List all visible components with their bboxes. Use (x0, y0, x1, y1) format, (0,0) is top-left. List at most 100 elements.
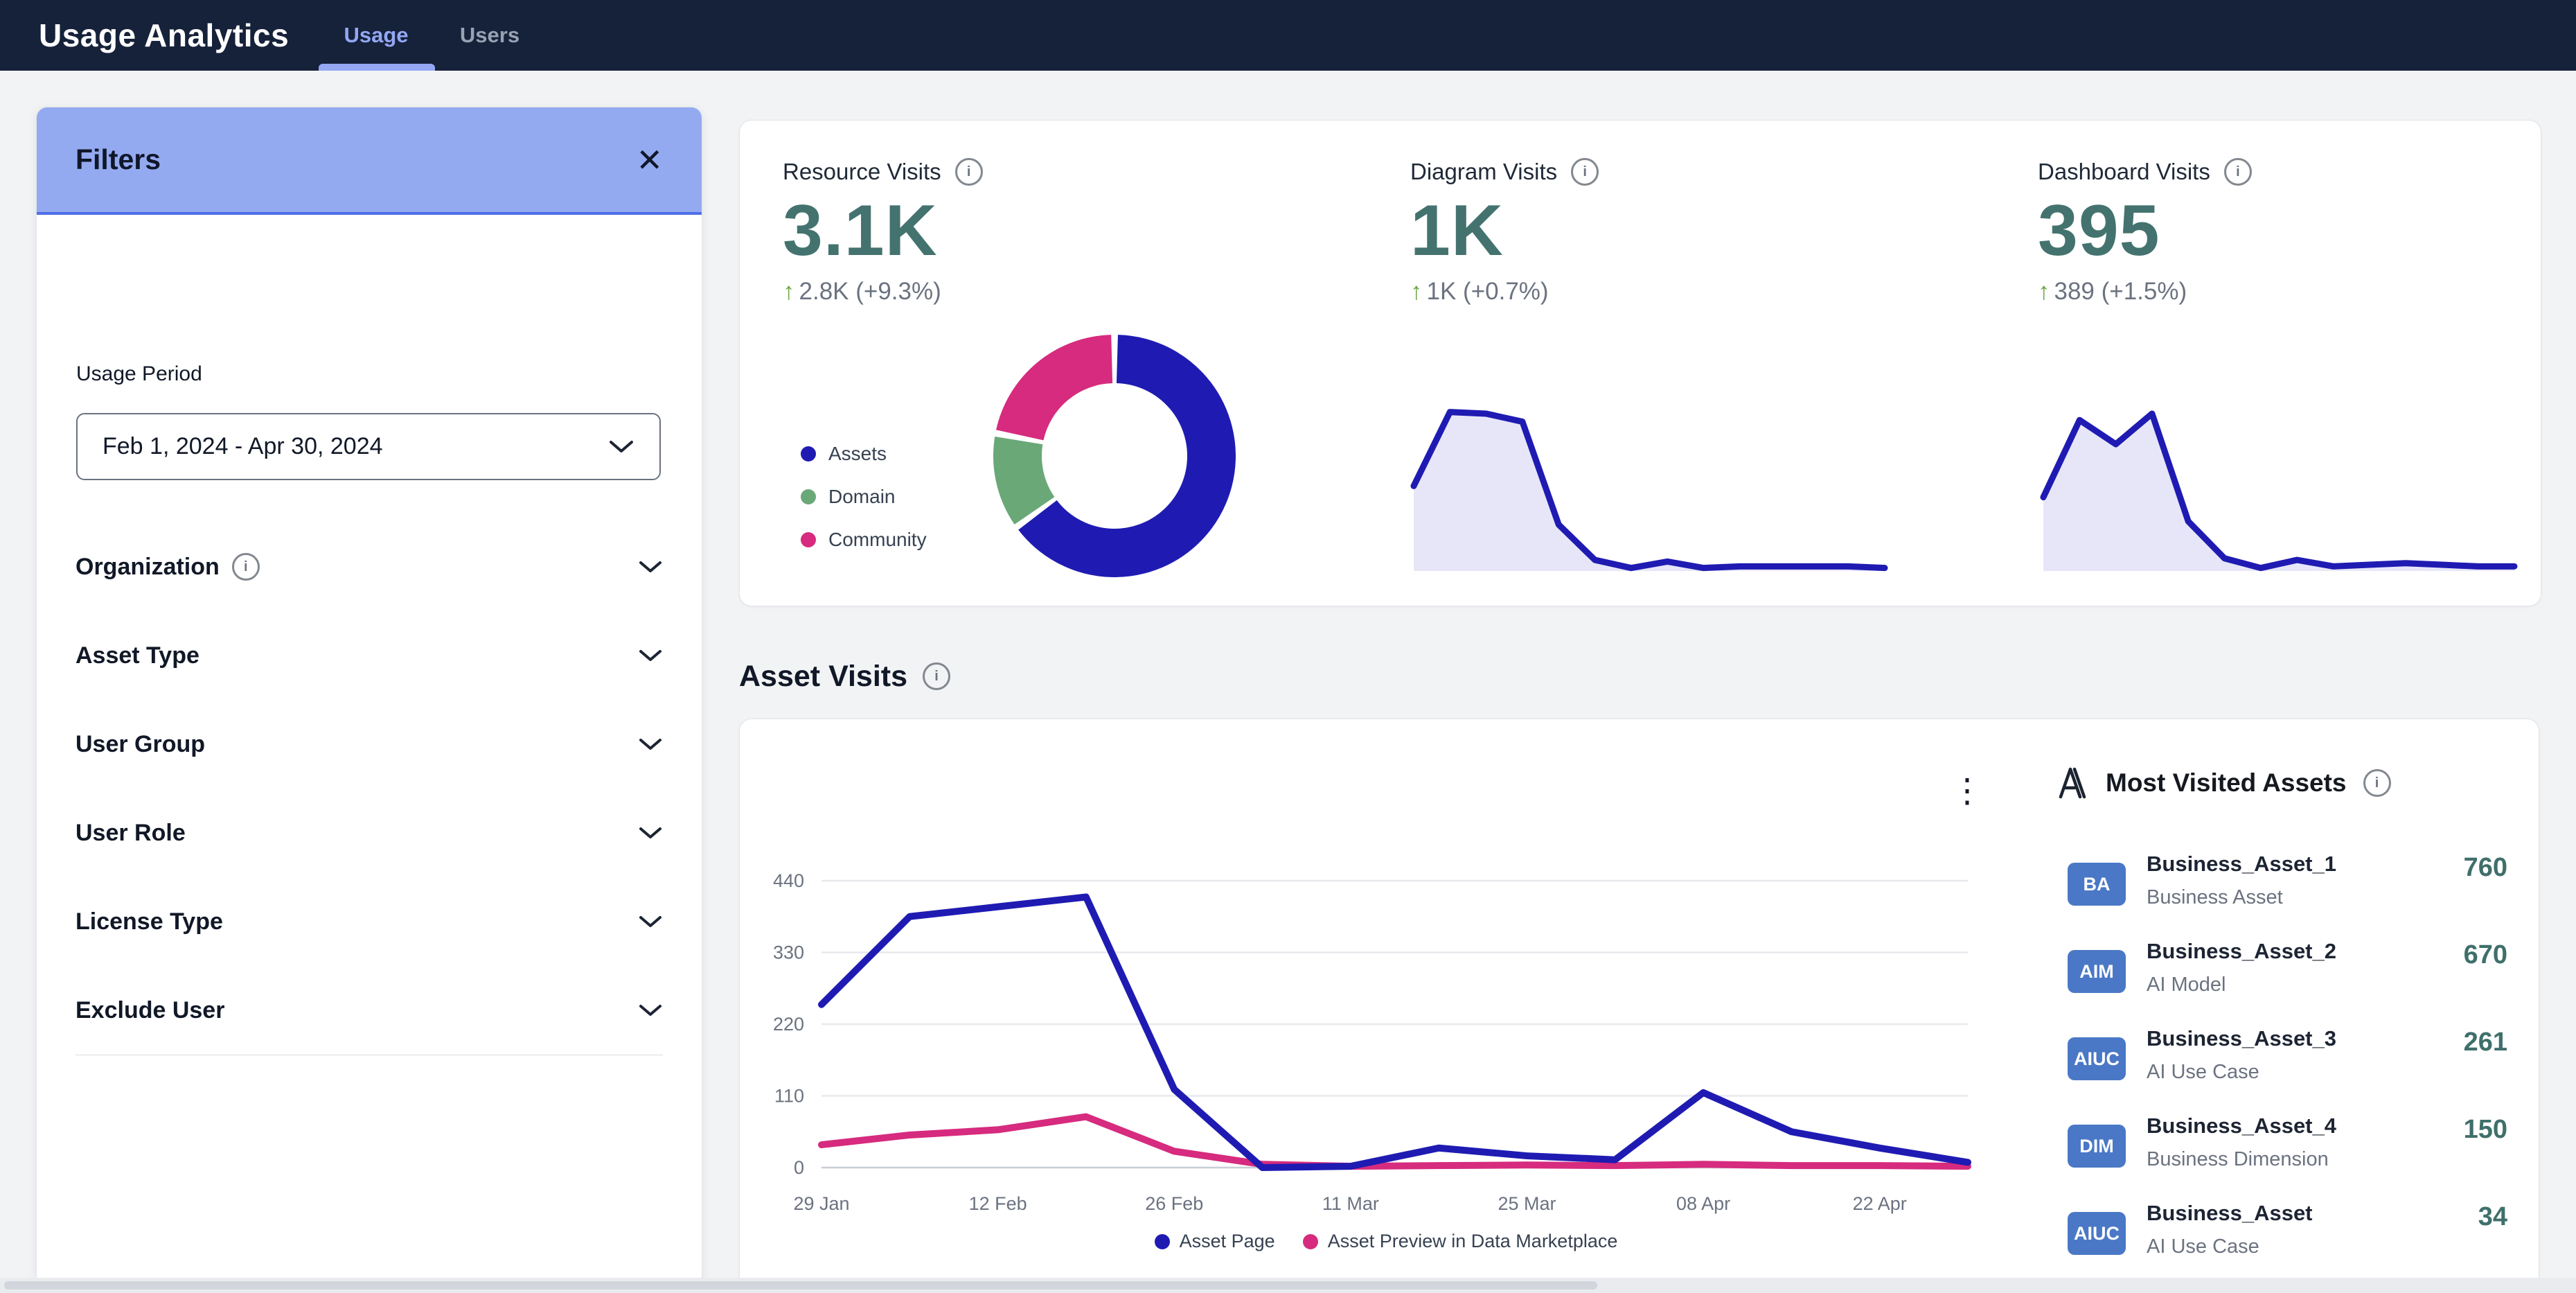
close-icon[interactable]: ✕ (636, 141, 663, 178)
section-title: Asset Visits (739, 659, 908, 693)
svg-text:110: 110 (774, 1086, 804, 1107)
legend-item-assets: Assets (801, 432, 927, 475)
chevron-down-icon (639, 827, 661, 838)
asset-type-badge: AIUC (2068, 1212, 2126, 1255)
legend-dot (801, 532, 816, 547)
filters-header: Filters ✕ (37, 107, 702, 215)
asset-visit-count: 34 (2478, 1202, 2507, 1231)
filter-section-organization[interactable]: Organization i (75, 522, 663, 612)
active-tab-indicator (319, 64, 435, 71)
usage-period-select[interactable]: Feb 1, 2024 - Apr 30, 2024 (76, 413, 661, 480)
svg-text:26 Feb: 26 Feb (1145, 1193, 1203, 1214)
legend-dot (801, 489, 816, 504)
svg-text:330: 330 (773, 942, 804, 963)
asset-list-item[interactable]: AIM Business_Asset_2 AI Model 670 (2056, 928, 2527, 1015)
svg-text:0: 0 (794, 1157, 804, 1178)
asset-list-item[interactable]: BA Business_Asset_1 Business Asset 760 (2056, 841, 2527, 928)
svg-text:12 Feb: 12 Feb (969, 1193, 1027, 1214)
asset-type-badge: BA (2068, 863, 2126, 906)
legend-item-asset-preview: Asset Preview in Data Marketplace (1302, 1231, 1617, 1252)
kpi-label-diagram-visits: Diagram Visits i (1410, 155, 1599, 188)
filter-section-label: Organization (75, 553, 220, 580)
info-icon[interactable]: i (1571, 158, 1599, 186)
dashboard-visits-sparkline (2040, 410, 2518, 572)
asset-name[interactable]: Business_Asset_2 (2147, 939, 2336, 963)
asset-name[interactable]: Business_Asset_1 (2147, 852, 2336, 876)
info-icon[interactable]: i (231, 553, 260, 581)
legend-item-asset-page: Asset Page (1154, 1231, 1275, 1252)
filter-section-license-type[interactable]: License Type (75, 877, 663, 967)
legend-dot (1302, 1233, 1318, 1249)
legend-dot (801, 446, 816, 461)
asset-type-badge: AIM (2068, 950, 2126, 993)
filter-section-label: User Role (75, 819, 186, 846)
svg-text:11 Mar: 11 Mar (1322, 1193, 1379, 1214)
asset-visit-count: 760 (2463, 853, 2507, 882)
asset-name[interactable]: Business_Asset_4 (2147, 1114, 2336, 1138)
chart-legend: Asset Page Asset Preview in Data Marketp… (763, 1231, 2009, 1252)
kpi-value-diagram-visits: 1K (1410, 191, 1504, 271)
filter-section-exclude-user[interactable]: Exclude User (75, 966, 663, 1055)
chevron-down-icon (639, 649, 661, 661)
asset-type: AI Use Case (2147, 1061, 2259, 1083)
usage-period-value: Feb 1, 2024 - Apr 30, 2024 (103, 433, 383, 459)
legend-item-community: Community (801, 518, 927, 561)
info-icon[interactable]: i (2223, 158, 2252, 186)
svg-text:29 Jan: 29 Jan (793, 1193, 849, 1214)
app-title: Usage Analytics (39, 17, 290, 53)
asset-name[interactable]: Business_Asset (2147, 1201, 2313, 1225)
info-icon[interactable]: i (954, 158, 983, 186)
asset-list-item[interactable]: DIM Business_Asset_4 Business Dimension … (2056, 1102, 2527, 1190)
kpi-delta-diagram-visits: ↑ 1K (+0.7%) (1410, 278, 1549, 305)
filter-section-user-group[interactable]: User Group (75, 700, 663, 789)
filter-section-label: User Group (75, 730, 206, 757)
asset-name[interactable]: Business_Asset_3 (2147, 1026, 2336, 1050)
up-arrow-icon: ↑ (2038, 278, 2050, 305)
asset-type: AI Use Case (2147, 1235, 2259, 1258)
kpi-delta-resource-visits: ↑ 2.8K (+9.3%) (783, 278, 941, 305)
info-icon[interactable]: i (923, 662, 951, 690)
resource-visits-donut-chart (993, 335, 1236, 577)
filter-section-user-role[interactable]: User Role (75, 789, 663, 878)
chevron-down-icon (639, 1004, 661, 1016)
kpi-value-dashboard-visits: 395 (2038, 191, 2160, 271)
kpi-value-resource-visits: 3.1K (783, 191, 938, 271)
svg-text:25 Mar: 25 Mar (1498, 1193, 1556, 1214)
up-arrow-icon: ↑ (783, 278, 795, 305)
chevron-down-icon (639, 915, 661, 927)
svg-text:440: 440 (773, 870, 804, 891)
asset-visit-count: 670 (2463, 940, 2507, 969)
asset-visits-card: ⋮ 0 110 220 330 440 29 Jan 12 Feb 26 Feb 11 Mar 2… (739, 719, 2539, 1293)
up-arrow-icon: ↑ (1410, 278, 1423, 305)
panel-title: Most Visited Assets (2106, 768, 2347, 797)
asset-type: Business Dimension (2147, 1148, 2329, 1170)
tab-usage[interactable]: Usage (344, 23, 409, 47)
kpi-label-dashboard-visits: Dashboard Visits i (2038, 155, 2252, 188)
chevron-down-icon (639, 738, 661, 750)
asset-list-item[interactable]: AIUC Business_Asset_3 AI Use Case 261 (2056, 1015, 2527, 1102)
filter-section-label: Asset Type (75, 642, 199, 669)
asset-type-badge: AIUC (2068, 1037, 2126, 1080)
horizontal-scrollbar-thumb[interactable] (4, 1281, 1597, 1290)
info-icon[interactable]: i (2363, 769, 2391, 797)
filter-section-label: Exclude User (75, 996, 225, 1023)
asset-visits-line-chart: 0 110 220 330 440 29 Jan 12 Feb 26 Feb 11 Mar 25 … (773, 870, 1971, 1214)
chevron-down-icon (610, 440, 633, 452)
asset-type: AI Model (2147, 974, 2226, 996)
usage-period-label: Usage Period (76, 362, 202, 385)
diagram-visits-sparkline (1410, 409, 1888, 572)
filter-section-asset-type[interactable]: Asset Type (75, 611, 663, 701)
assets-logo-icon (2059, 767, 2086, 799)
legend-item-domain: Domain (801, 475, 927, 518)
kpi-label-resource-visits: Resource Visits i (783, 155, 983, 188)
asset-visit-count: 150 (2463, 1115, 2507, 1144)
most-visited-assets-header: Most Visited Assets i (2056, 764, 2391, 802)
asset-visit-count: 261 (2463, 1028, 2507, 1057)
asset-list-item[interactable]: AIUC Business_Asset AI Use Case 34 (2056, 1190, 2527, 1277)
svg-text:22 Apr: 22 Apr (1853, 1193, 1907, 1214)
tab-users[interactable]: Users (459, 23, 520, 47)
top-nav: Usage Analytics Usage Users (0, 0, 2576, 71)
asset-type: Business Asset (2147, 886, 2283, 908)
kebab-menu-icon[interactable]: ⋮ (1951, 773, 1984, 809)
